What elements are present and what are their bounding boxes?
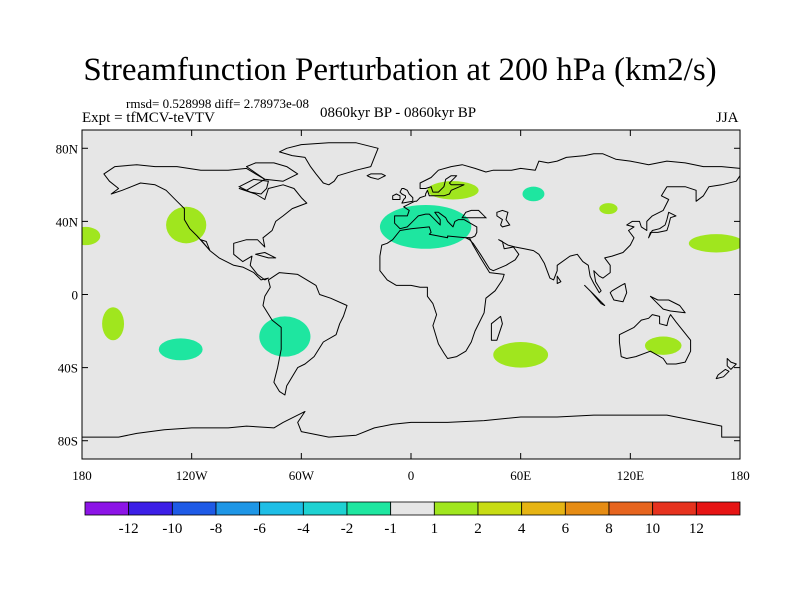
coastline-new-guinea bbox=[649, 295, 686, 314]
anomaly-region-7 bbox=[427, 181, 479, 200]
coastline-antarctica bbox=[82, 411, 740, 438]
y-tick-label: 40S bbox=[58, 361, 78, 376]
x-tick-label: 180 bbox=[72, 468, 92, 483]
coastline-sumatra bbox=[584, 284, 606, 306]
x-tick-label: 60W bbox=[289, 468, 315, 483]
coastline-hudson-bay bbox=[238, 178, 270, 195]
y-tick-label: 80S bbox=[58, 434, 78, 449]
x-tick-label: 120E bbox=[617, 468, 645, 483]
colorbar-label: 2 bbox=[474, 521, 482, 537]
colorbar-label: 12 bbox=[689, 521, 704, 537]
coastline-africa bbox=[379, 226, 505, 359]
colorbar-label: -4 bbox=[297, 521, 310, 537]
anomaly-region-12 bbox=[644, 336, 682, 355]
colorbar-label: 10 bbox=[645, 521, 660, 537]
colorbar-box bbox=[84, 501, 130, 516]
colorbar-box bbox=[477, 501, 523, 516]
colorbar-label: -2 bbox=[341, 521, 354, 537]
period-label: 0860kyr BP - 0860kyr BP bbox=[320, 105, 477, 121]
map-layer bbox=[82, 142, 740, 438]
colorbar-label: 6 bbox=[562, 521, 570, 537]
colorbar-box bbox=[564, 501, 610, 516]
colorbar-box bbox=[215, 501, 261, 516]
colorbar-label: 1 bbox=[431, 521, 439, 537]
anomaly-region-1 bbox=[82, 226, 101, 246]
map-background bbox=[82, 130, 740, 459]
anomaly-region-2 bbox=[166, 206, 207, 244]
anomaly-region-10 bbox=[688, 234, 740, 253]
colorbar-label: 8 bbox=[605, 521, 613, 537]
y-tick-label: 0 bbox=[72, 288, 79, 303]
experiment-label: Expt = tfMCV-teVTV bbox=[82, 110, 215, 126]
colorbar-box bbox=[608, 501, 654, 516]
coastline-black-sea bbox=[461, 209, 488, 219]
colorbar-box bbox=[346, 501, 392, 516]
colorbar-label: -1 bbox=[384, 521, 397, 537]
coastline-borneo bbox=[609, 283, 628, 303]
coastline-new-zealand-north bbox=[726, 358, 737, 370]
coastline-new-zealand-south bbox=[715, 368, 730, 380]
anomaly-region-5 bbox=[259, 316, 311, 357]
anomaly-region-11 bbox=[493, 342, 549, 368]
colorbar-box bbox=[302, 501, 348, 516]
coastline-greenland bbox=[278, 142, 379, 186]
colorbar-box bbox=[259, 501, 304, 516]
x-tick-label: 120W bbox=[176, 468, 209, 483]
y-tick-label: 40N bbox=[56, 214, 79, 229]
coastline-uk bbox=[399, 188, 414, 204]
anomaly-region-3 bbox=[102, 307, 125, 341]
colorbar-box bbox=[390, 501, 435, 516]
coastline-caspian-sea bbox=[496, 209, 511, 228]
anomaly-region-9 bbox=[599, 203, 618, 215]
coastline-australia bbox=[618, 314, 692, 365]
y-tick-label: 80N bbox=[56, 141, 79, 156]
plot-title: Streamfunction Perturbation at 200 hPa (… bbox=[83, 52, 717, 88]
anomaly-region-8 bbox=[522, 186, 545, 202]
colorbar-box bbox=[652, 501, 697, 516]
colorbar-label: -12 bbox=[119, 521, 139, 537]
season-label: JJA bbox=[716, 110, 739, 126]
coastline-japan bbox=[648, 211, 677, 239]
colorbar-label: -8 bbox=[210, 521, 223, 537]
coastline-sri-lanka bbox=[556, 275, 562, 284]
coastline-baffin bbox=[246, 162, 299, 182]
anomaly-region-4 bbox=[158, 338, 203, 361]
coastline-cuba bbox=[255, 252, 277, 259]
x-tick-label: 180 bbox=[730, 468, 750, 483]
coastline-iceland bbox=[366, 173, 386, 180]
x-tick-label: 0 bbox=[408, 468, 415, 483]
colorbar-box bbox=[128, 501, 173, 516]
colorbar-box bbox=[521, 501, 566, 516]
coastline-madagascar bbox=[490, 315, 503, 341]
coastline-ireland bbox=[392, 193, 401, 200]
colorbar-label: -6 bbox=[253, 521, 266, 537]
stats-text: rmsd= 0.528998 diff= 2.78973e-08 bbox=[126, 96, 310, 111]
colorbar-box bbox=[695, 501, 741, 516]
x-tick-label: 60E bbox=[510, 468, 531, 483]
colorbar-box bbox=[433, 501, 479, 516]
coastline-south-america bbox=[262, 272, 348, 396]
colorbar-label: -10 bbox=[162, 521, 182, 537]
coastline-north-america bbox=[103, 164, 308, 281]
colorbar-box bbox=[171, 501, 217, 516]
colorbar-label: 4 bbox=[518, 521, 526, 537]
